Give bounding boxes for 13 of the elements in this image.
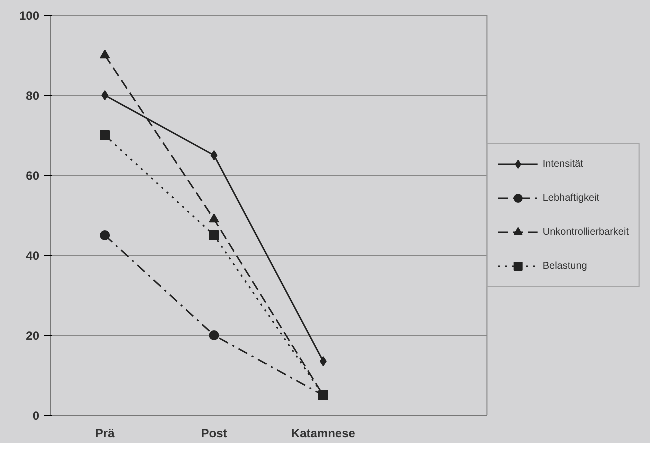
y-tick-label: 100 — [19, 9, 40, 23]
x-tick-label: Post — [201, 426, 228, 440]
y-tick-label: 80 — [26, 89, 40, 103]
legend-label: Unkontrollierbarkeit — [542, 226, 629, 238]
legend-label: Lebhaftigkeit — [542, 192, 600, 204]
x-tick-label: Prä — [95, 426, 116, 440]
y-tick-label: 0 — [32, 409, 40, 423]
y-tick-label: 60 — [26, 169, 40, 183]
legend-label: Intensität — [542, 158, 584, 170]
legend-label: Belastung — [542, 260, 588, 272]
y-tick-label: 20 — [26, 329, 40, 343]
x-tick-label: Katamnese — [291, 426, 356, 440]
y-tick-label: 40 — [26, 249, 40, 263]
